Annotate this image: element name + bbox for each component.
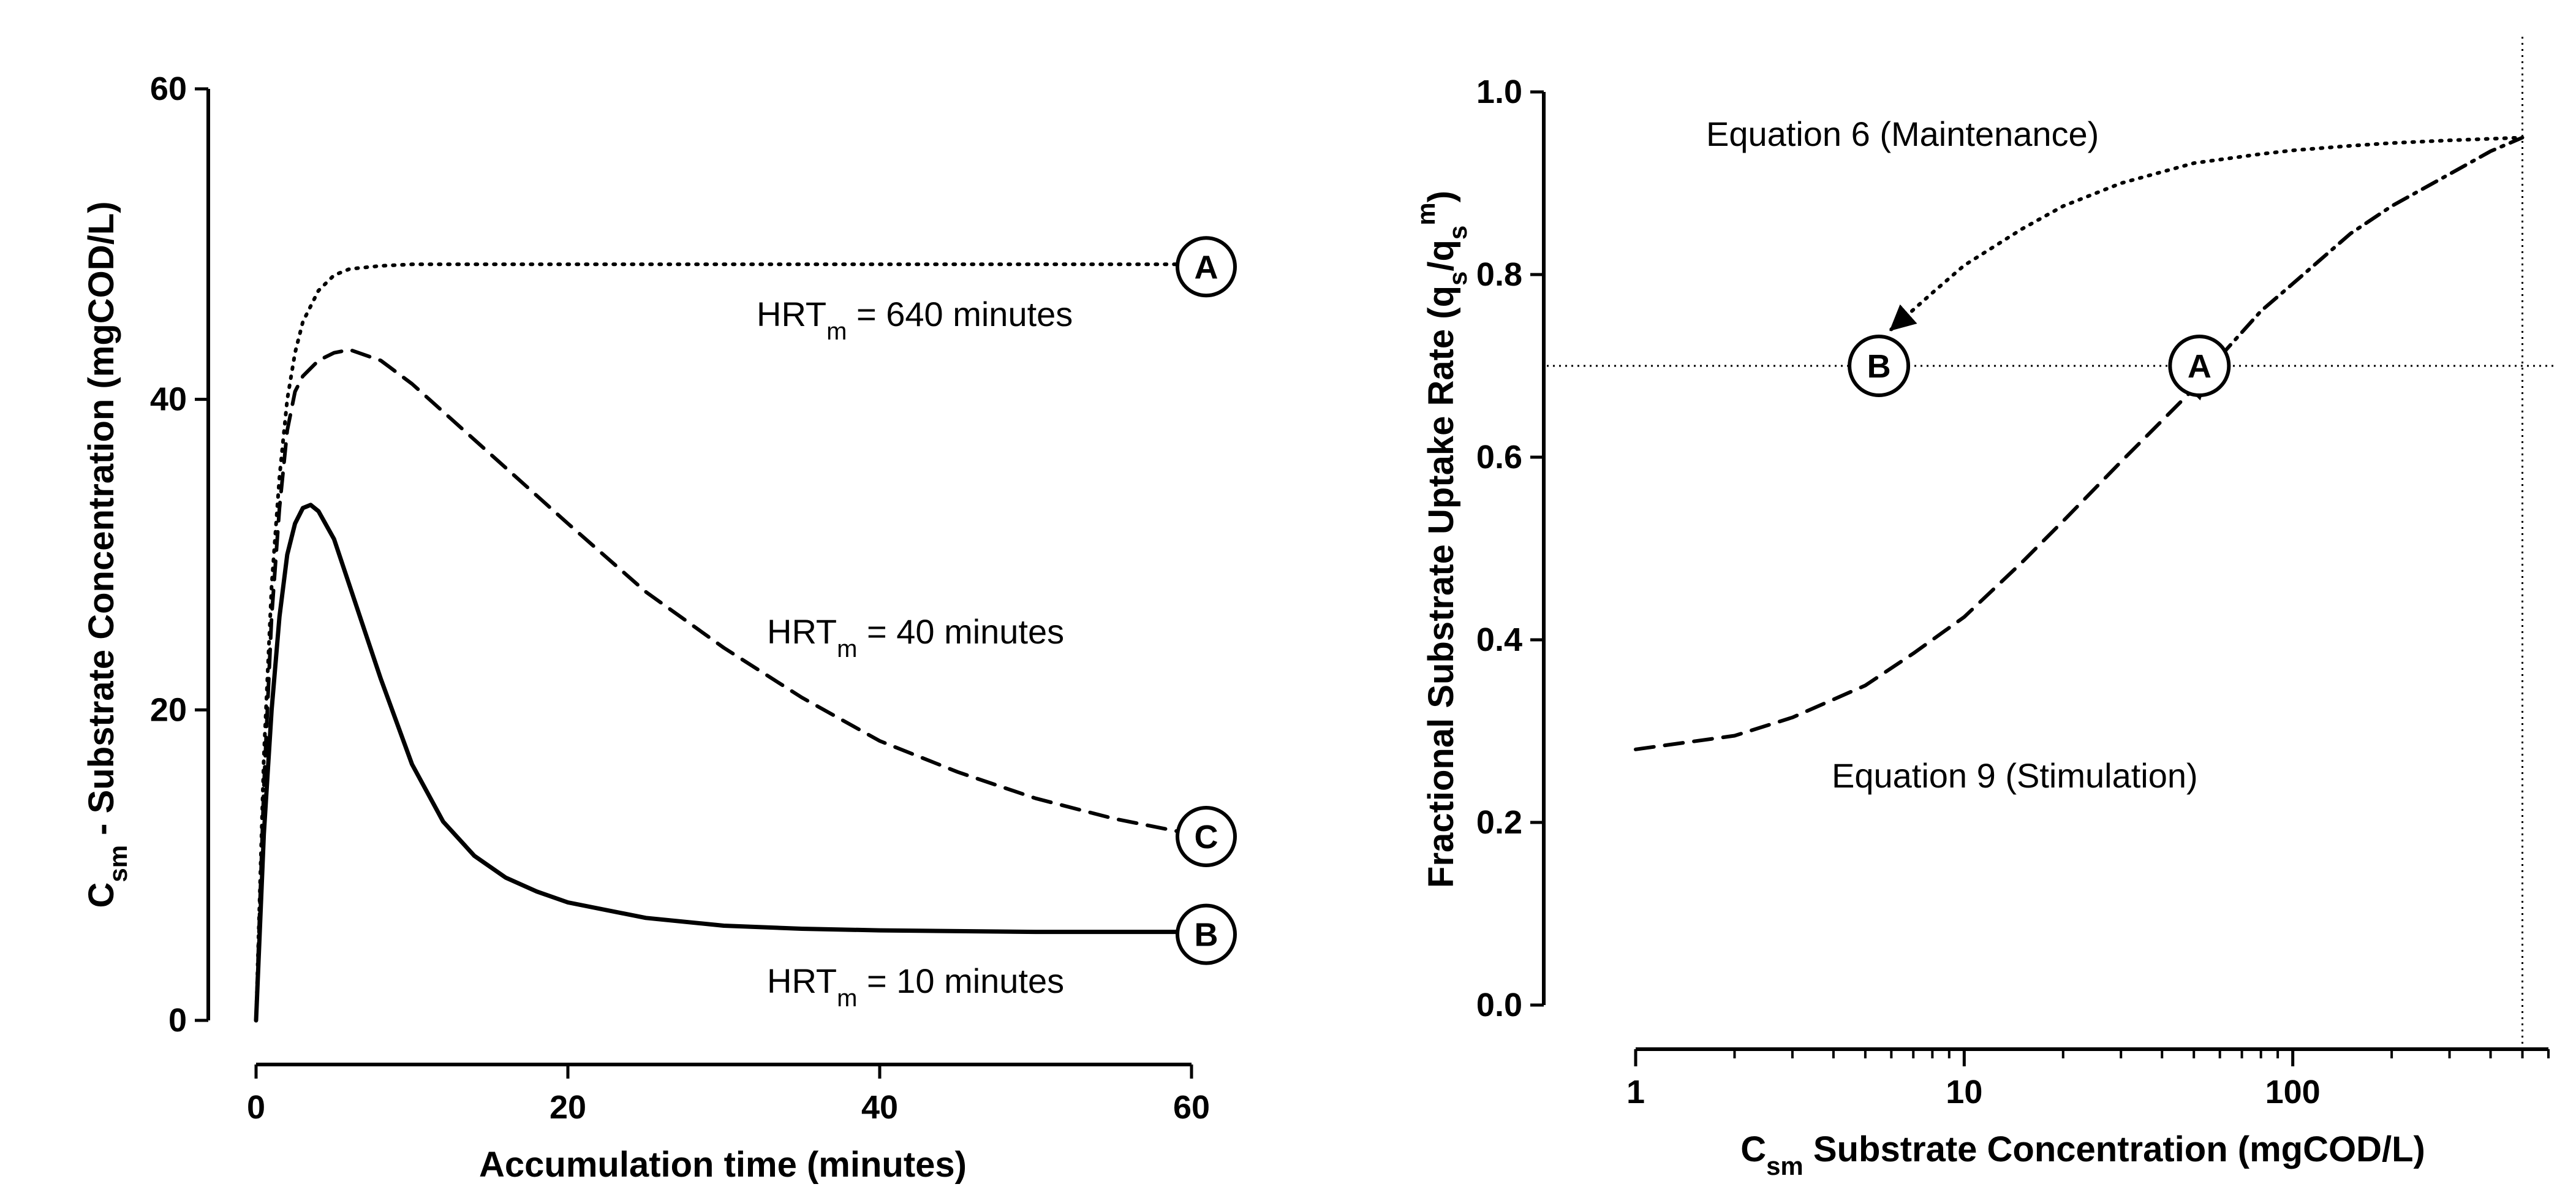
left-x-ticks: 0 20 40 60: [247, 1064, 1210, 1126]
y-tick-label-2: 40: [150, 381, 187, 418]
series-line-1: [1634, 373, 2210, 751]
marker-circle-a: [1176, 236, 1237, 298]
series-line-dashed: [254, 347, 1193, 1022]
x-tick-label-0: 1: [1626, 1074, 1645, 1110]
x-tick-label-0: 0: [247, 1089, 265, 1126]
x-tick-label-2: 100: [2265, 1074, 2321, 1110]
annotation-equation-9: Equation 9 (Stimulation): [1832, 756, 2198, 795]
y-tick-label-3: 0.6: [1476, 439, 1522, 476]
marker-circle-a: [2168, 335, 2231, 397]
annotation-equation-6: Equation 6 (Maintenance): [1706, 115, 2099, 153]
left-series: A C B: [254, 236, 1237, 1023]
marker-label-b: B: [1867, 348, 1891, 385]
right-y-ticks: 0.0 0.2 0.4 0.6 0.8 1.0: [1476, 74, 1544, 1023]
series-line-solid: [254, 503, 1194, 1023]
x-tick-label-1: 10: [1946, 1074, 1982, 1110]
y-tick-label-5: 1.0: [1476, 74, 1522, 110]
marker-circle-b: [1848, 335, 1911, 397]
left-x-axis-title: Accumulation time (minutes): [479, 1145, 967, 1185]
right-reference-lines: [1547, 37, 2558, 1049]
right-y-axis-title: Fractional Substrate Uptake Rate (qs/qsm…: [1411, 191, 1472, 888]
left-chart: 0 20 40 60 0 20 40 60 A C B HRTm = 640 minutes H…: [81, 70, 1237, 1185]
marker-label-a: A: [2188, 348, 2212, 385]
x-tick-label-3: 60: [1173, 1089, 1210, 1126]
annotation-hrt-640: HRTm = 640 minutes: [757, 295, 1073, 345]
right-x-ticks: 1 10 100: [1626, 1049, 2550, 1110]
x-tick-label-2: 40: [861, 1089, 898, 1126]
y-tick-label-4: 0.8: [1476, 256, 1522, 293]
marker-circle-c: [1176, 806, 1237, 867]
annotation-hrt-10: HRTm = 10 minutes: [767, 962, 1064, 1012]
y-tick-label-3: 60: [150, 70, 187, 107]
marker-label-b: B: [1195, 917, 1218, 954]
marker-label-c: C: [1195, 819, 1218, 856]
y-tick-label-1: 0.2: [1476, 804, 1522, 841]
y-tick-label-0: 0.0: [1476, 987, 1522, 1023]
left-y-axis-title: Csm - Substrate Concentration (mgCOD/L): [81, 201, 132, 908]
right-series: [1634, 135, 2525, 751]
right-x-axis-title: Csm Substrate Concentration (mgCOD/L): [1740, 1129, 2425, 1180]
annotation-hrt-40: HRTm = 40 minutes: [767, 612, 1064, 662]
y-tick-label-0: 0: [168, 1002, 187, 1039]
series-line-dotted: [254, 262, 1193, 1022]
y-tick-label-1: 20: [150, 691, 187, 728]
marker-label-a: A: [1195, 249, 1218, 286]
left-y-ticks: 0 20 40 60: [150, 70, 208, 1039]
series-line-0: [1889, 135, 2525, 332]
x-tick-label-1: 20: [550, 1089, 586, 1126]
y-tick-label-2: 0.4: [1476, 621, 1522, 658]
marker-circle-b: [1176, 903, 1237, 965]
series-line-2: [2218, 135, 2525, 359]
